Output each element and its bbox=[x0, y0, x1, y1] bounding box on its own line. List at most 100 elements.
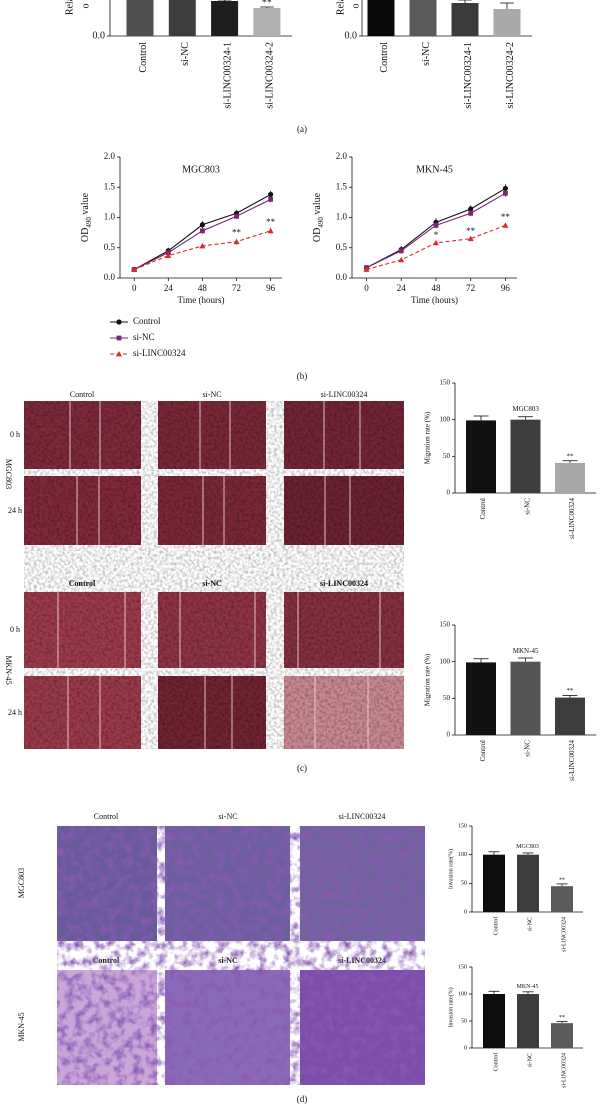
bar bbox=[510, 419, 541, 493]
y-tick-label: 2.0 bbox=[104, 151, 116, 161]
point bbox=[502, 222, 509, 228]
x-tick-label: Control bbox=[493, 1053, 499, 1072]
bar bbox=[551, 886, 573, 912]
y-tick-label: 50 bbox=[443, 694, 451, 702]
column-header: Control bbox=[69, 579, 96, 588]
significance: ** bbox=[559, 877, 565, 883]
column-header: Control bbox=[70, 390, 95, 399]
y-axis-label: Invasion rate(%) bbox=[447, 849, 454, 889]
point bbox=[200, 228, 205, 234]
column-header: si-NC bbox=[202, 579, 222, 588]
x-tick-label: 96 bbox=[501, 283, 511, 293]
bar bbox=[510, 661, 541, 735]
column-header: si-LINC00324 bbox=[321, 390, 368, 399]
y-tick-label: 0.0 bbox=[93, 30, 106, 41]
point bbox=[503, 190, 508, 196]
point bbox=[398, 248, 404, 254]
x-tick-label: 72 bbox=[232, 283, 241, 293]
x-tick-label: Control bbox=[479, 498, 487, 519]
point bbox=[165, 250, 171, 255]
y-tick-label: 150 bbox=[458, 964, 467, 970]
bar bbox=[168, 0, 196, 36]
row-label: 0 h bbox=[10, 430, 20, 439]
bar bbox=[551, 1023, 573, 1048]
row-label: 0 h bbox=[10, 625, 20, 634]
point bbox=[268, 196, 274, 202]
panel-label: (b) bbox=[297, 371, 308, 381]
series-line bbox=[134, 230, 271, 271]
panel-label: (a) bbox=[297, 124, 307, 134]
y-tick-label: 1.5 bbox=[104, 181, 116, 191]
y-tick-label: 100 bbox=[458, 852, 467, 858]
x-tick-label: si-NC bbox=[524, 740, 532, 757]
x-tick-label: si-LINC00324 bbox=[561, 1053, 567, 1088]
y-tick-label: 150 bbox=[440, 379, 451, 387]
y-tick-label: 0 bbox=[464, 909, 467, 915]
bar bbox=[409, 0, 437, 36]
column-header: si-LINC00324 bbox=[339, 812, 386, 821]
y-axis-label-part: 490 bbox=[317, 217, 325, 228]
bar bbox=[483, 994, 505, 1048]
wound-images: Control si-NC si-LINC00324 0 h 24 h MGC8… bbox=[4, 390, 404, 749]
x-tick-label: 0 bbox=[132, 283, 137, 293]
x-tick-label: si-LINC00324 bbox=[561, 917, 567, 952]
point bbox=[433, 222, 439, 228]
point bbox=[468, 206, 474, 212]
y-axis-label-part: OD bbox=[80, 228, 91, 242]
y-tick-label: 2.0 bbox=[336, 151, 348, 161]
x-tick-label: 48 bbox=[431, 283, 441, 293]
y-axis-label-part: value bbox=[80, 192, 91, 217]
x-tick-label: si-LINC00324-2 bbox=[265, 42, 276, 109]
x-tick-label: 96 bbox=[266, 283, 276, 293]
point bbox=[165, 252, 172, 259]
micrograph bbox=[300, 970, 425, 1085]
significance: ** bbox=[501, 212, 511, 222]
x-axis-label: Time (hours) bbox=[411, 295, 458, 305]
point bbox=[199, 242, 206, 249]
y-axis-label: OD490 value bbox=[80, 192, 92, 242]
invasion-images: Control si-NC si-LINC00324 MGC803 Contro… bbox=[17, 812, 425, 1085]
significance: ** bbox=[466, 226, 476, 236]
y-axis-label: OD490 value bbox=[312, 192, 324, 242]
chart-title: MKN-45 bbox=[513, 647, 539, 655]
column-header: si-LINC00324 bbox=[320, 579, 368, 588]
bar bbox=[555, 697, 585, 735]
point bbox=[199, 222, 206, 228]
x-axis-label: Time (hours) bbox=[178, 295, 225, 305]
bar bbox=[466, 662, 496, 735]
y-axis-label: Invasion rate(%) bbox=[447, 987, 454, 1027]
x-tick-label: 0 bbox=[364, 283, 369, 293]
bar bbox=[555, 462, 585, 493]
bar bbox=[126, 0, 154, 36]
y-axis-label: Migration rate (%) bbox=[424, 411, 432, 464]
chart-title: MKN-45 bbox=[416, 164, 453, 175]
x-tick-label: si-LINC00324-1 bbox=[222, 42, 233, 109]
significance: * bbox=[434, 230, 439, 240]
x-tick-label: si-LINC00324 bbox=[568, 498, 576, 539]
point bbox=[268, 191, 274, 198]
y-axis-label: Migration rate (%) bbox=[424, 653, 432, 706]
y-tick-label: 0.0 bbox=[104, 272, 116, 282]
x-tick-label: Control bbox=[379, 42, 390, 73]
y-tick-label: 150 bbox=[440, 621, 451, 629]
panel-label: (c) bbox=[297, 763, 307, 773]
y-tick-label: 0.0 bbox=[345, 30, 358, 41]
x-tick-label: si-LINC00324 bbox=[568, 740, 576, 781]
y-tick-label: 0 bbox=[447, 731, 451, 739]
group-label: MKN-45 bbox=[17, 1012, 26, 1041]
point bbox=[467, 235, 474, 242]
bar bbox=[466, 420, 496, 493]
legend-marker bbox=[116, 319, 122, 325]
y-tick-label: 0.5 bbox=[336, 242, 348, 252]
x-tick-label: si-NC bbox=[524, 498, 532, 515]
legend-marker bbox=[116, 335, 122, 341]
y-axis-label: Rela bbox=[335, 0, 346, 15]
bar bbox=[517, 994, 539, 1048]
point bbox=[267, 227, 274, 234]
x-tick-label: 48 bbox=[198, 283, 208, 293]
row-label: 24 h bbox=[8, 506, 22, 515]
y-axis-label-part: OD bbox=[312, 228, 323, 242]
y-tick-label: 0 bbox=[447, 489, 451, 497]
x-tick-label: si-LINC00324-2 bbox=[505, 42, 516, 109]
